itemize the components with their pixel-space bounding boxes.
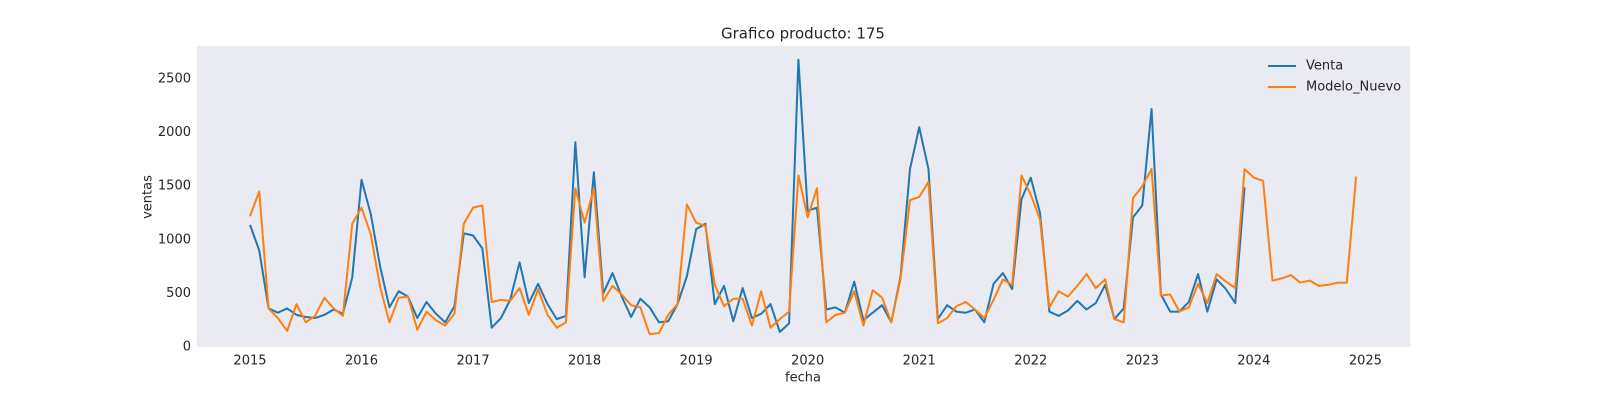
y-tick-label: 0 (183, 340, 191, 355)
series-line (249, 58, 1246, 333)
y-tick-label: 500 (166, 286, 191, 301)
x-tick-label: 2016 (345, 354, 378, 369)
y-tick-label: 2500 (158, 72, 191, 87)
x-axis-label: fecha (785, 371, 821, 386)
x-tick-label: 2019 (680, 354, 713, 369)
x-tick-label: 2021 (903, 354, 936, 369)
x-tick-label: 2015 (233, 354, 266, 369)
series-line (249, 168, 1358, 336)
legend-label: Modelo_Nuevo (1306, 80, 1401, 95)
y-axis-label: ventas (141, 175, 156, 219)
y-tick-label: 1500 (158, 179, 191, 194)
x-tick-label: 2022 (1014, 354, 1047, 369)
y-tick-label: 1000 (158, 232, 191, 247)
x-tick-label: 2025 (1349, 354, 1382, 369)
y-tick-label: 2000 (158, 125, 191, 140)
x-tick-label: 2024 (1237, 354, 1270, 369)
legend-label: Venta (1306, 59, 1343, 74)
x-tick-label: 2023 (1126, 354, 1159, 369)
x-tick-label: 2020 (791, 354, 824, 369)
chart-title: Grafico producto: 175 (721, 25, 885, 43)
x-tick-label: 2017 (457, 354, 490, 369)
x-tick-label: 2018 (568, 354, 601, 369)
